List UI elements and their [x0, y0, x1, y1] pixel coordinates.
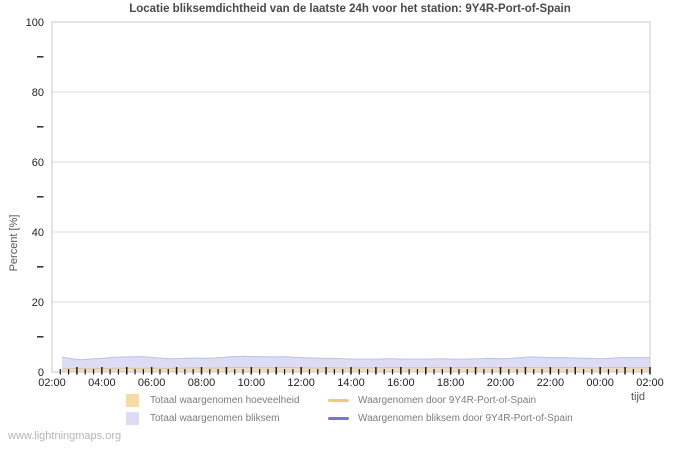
svg-text:04:00: 04:00: [88, 377, 116, 389]
legend-swatch-total-lightning-icon: [126, 411, 139, 425]
svg-text:14:00: 14:00: [337, 377, 365, 389]
svg-text:20: 20: [32, 297, 44, 309]
legend-item-station-lightning: Waargenomen bliksem door 9Y4R-Port-of-Sp…: [328, 411, 573, 425]
svg-text:40: 40: [32, 227, 44, 239]
legend-label-total-lightning: Totaal waargenomen bliksem: [150, 412, 280, 424]
legend-item-total-amount: Totaal waargenomen hoeveelheid: [126, 393, 300, 407]
legend-label-station-lightning: Waargenomen bliksem door 9Y4R-Port-of-Sp…: [358, 412, 573, 424]
watermark-link: www.lightningmaps.org: [8, 430, 122, 442]
legend-item-station-amount: Waargenomen door 9Y4R-Port-of-Spain: [328, 393, 536, 407]
legend-label-total-amount: Totaal waargenomen hoeveelheid: [150, 394, 300, 406]
svg-text:tijd: tijd: [631, 391, 645, 403]
legend-swatch-total-amount-icon: [126, 393, 139, 407]
svg-text:08:00: 08:00: [188, 377, 216, 389]
svg-text:0: 0: [38, 367, 44, 379]
svg-text:Percent [%]: Percent [%]: [8, 215, 20, 272]
svg-text:20:00: 20:00: [487, 377, 515, 389]
legend-item-total-lightning: Totaal waargenomen bliksem: [126, 411, 280, 425]
svg-text:02:00: 02:00: [636, 377, 664, 389]
svg-text:00:00: 00:00: [586, 377, 614, 389]
svg-text:10:00: 10:00: [238, 377, 266, 389]
svg-text:80: 80: [32, 87, 44, 99]
svg-text:60: 60: [32, 157, 44, 169]
svg-text:18:00: 18:00: [437, 377, 465, 389]
svg-text:12:00: 12:00: [287, 377, 315, 389]
svg-text:22:00: 22:00: [537, 377, 565, 389]
legend-swatch-station-lightning-icon: [328, 416, 349, 420]
svg-text:06:00: 06:00: [138, 377, 166, 389]
svg-text:02:00: 02:00: [38, 377, 66, 389]
chart-title: Locatie bliksemdichtheid van de laatste …: [129, 3, 571, 15]
svg-text:100: 100: [26, 17, 44, 29]
legend-label-station-amount: Waargenomen door 9Y4R-Port-of-Spain: [358, 394, 537, 406]
svg-text:16:00: 16:00: [387, 377, 415, 389]
legend-swatch-station-amount-icon: [328, 398, 349, 402]
